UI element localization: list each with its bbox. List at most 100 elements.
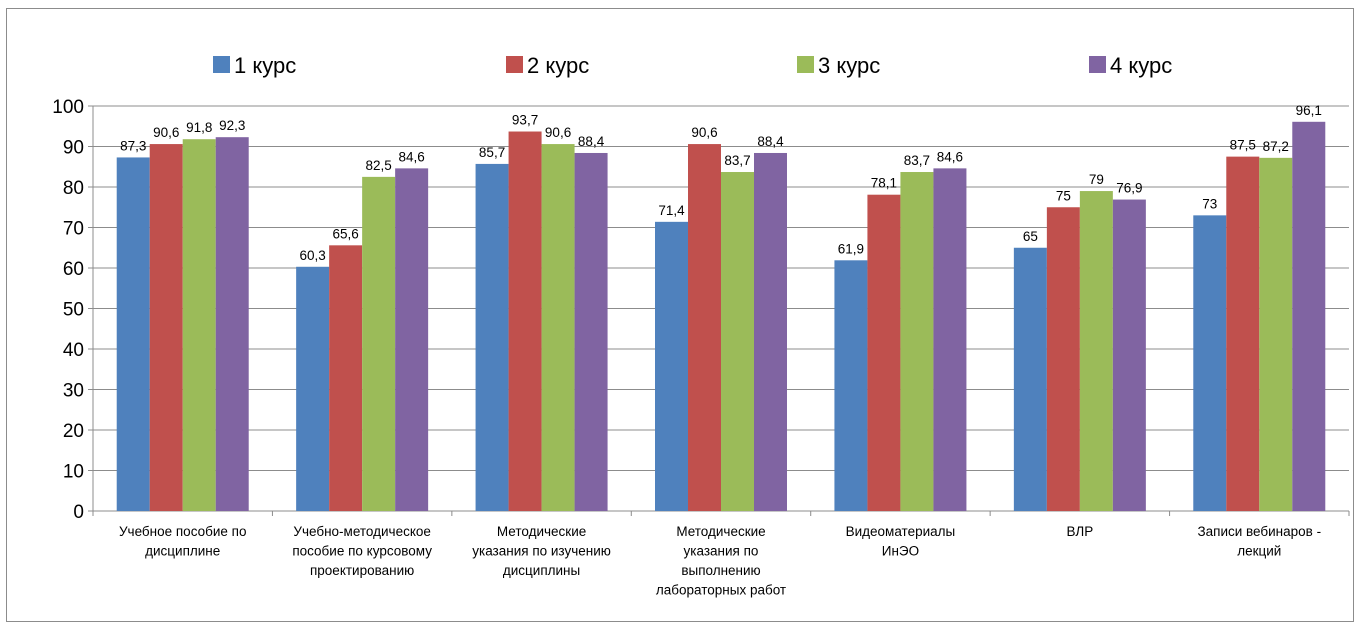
data-label: 75 — [1056, 188, 1071, 203]
data-label: 91,8 — [186, 120, 212, 135]
data-label: 84,6 — [399, 149, 425, 164]
legend-swatch — [1089, 56, 1106, 73]
bar — [721, 172, 754, 511]
y-tick-label: 90 — [63, 138, 84, 159]
legend-swatch — [506, 56, 523, 73]
y-tick-label: 20 — [63, 421, 84, 442]
category-label: ВЛР — [1066, 524, 1093, 539]
data-label: 71,4 — [658, 203, 685, 218]
legend-label: 4 курс — [1110, 53, 1172, 78]
category-label-line: Записи вебинаров - — [1197, 524, 1321, 539]
category-label: Записи вебинаров - лекций — [1197, 524, 1321, 559]
data-label: 76,9 — [1116, 181, 1142, 196]
data-label: 61,9 — [838, 241, 864, 256]
bar — [215, 137, 249, 511]
y-tick-label: 100 — [52, 97, 84, 118]
legend-label: 3 курс — [818, 53, 880, 78]
data-label: 65,6 — [333, 226, 359, 241]
category-label: Учебное пособие по дисциплине — [119, 524, 247, 559]
category-label-line: ВЛР — [1066, 524, 1093, 539]
y-tick-label: 80 — [63, 178, 84, 199]
data-label: 84,6 — [937, 149, 963, 164]
data-label: 82,5 — [366, 158, 392, 173]
bar — [508, 131, 542, 511]
bar — [362, 176, 396, 511]
y-tick-label: 30 — [63, 381, 84, 402]
data-label: 78,1 — [871, 176, 897, 191]
category-label: Видеоматериалы ИнЭО — [846, 524, 956, 559]
category-label-line: лабораторных работ — [656, 583, 786, 598]
data-label: 85,7 — [479, 145, 505, 160]
data-label: 87,5 — [1230, 138, 1256, 153]
y-tick-label: 60 — [63, 259, 84, 280]
data-label: 90,6 — [545, 125, 571, 140]
category-label-line: пособие по курсовому — [292, 544, 432, 559]
bar — [475, 163, 509, 512]
bar — [574, 152, 608, 512]
bar — [1193, 215, 1227, 511]
bar — [1079, 191, 1113, 512]
data-label: 88,4 — [757, 134, 784, 149]
category-label-line: Методические — [497, 524, 586, 539]
bar — [395, 168, 429, 511]
data-label: 79 — [1089, 172, 1104, 187]
bar — [834, 260, 868, 511]
legend-label: 2 курс — [527, 53, 589, 78]
category-label-line: Видеоматериалы — [846, 524, 956, 539]
category-labels: Учебное пособие по дисциплине Учебно-метод… — [119, 524, 1321, 598]
bar — [116, 157, 150, 511]
category-label-line: указания по изучению — [472, 544, 611, 559]
category-label-line: лекций — [1237, 544, 1281, 559]
bar — [329, 245, 363, 511]
legend-swatch — [797, 56, 814, 73]
bar — [655, 221, 688, 511]
bar — [182, 139, 216, 511]
bar — [688, 144, 721, 511]
data-label: 88,4 — [578, 134, 605, 149]
bar — [1259, 157, 1293, 511]
legend-swatch — [213, 56, 230, 73]
bars — [116, 121, 1326, 512]
data-label: 65 — [1023, 229, 1038, 244]
data-label: 73 — [1202, 196, 1217, 211]
bar — [296, 266, 330, 511]
bar — [1226, 156, 1260, 511]
data-labels: 87,3 90,6 91,8 92,3 60,3 65,6 82,5 84,6 85,7 93,7… — [120, 103, 1322, 263]
category-label: Методические указания по выполнению лаборат… — [656, 524, 786, 598]
bar — [1013, 247, 1047, 511]
bar — [1046, 207, 1080, 511]
data-label: 90,6 — [691, 125, 717, 140]
bar — [1112, 199, 1146, 511]
bar — [867, 194, 901, 511]
category-label-line: проектированию — [310, 563, 414, 578]
category-label-line: Учебное пособие по — [119, 524, 247, 539]
legend-label: 1 курс — [234, 53, 296, 78]
data-label: 96,1 — [1296, 103, 1322, 118]
category-label-line: дисциплины — [503, 563, 580, 578]
bar — [149, 144, 183, 511]
y-tick-label: 10 — [63, 462, 84, 483]
data-label: 83,7 — [904, 153, 930, 168]
category-label: Учебно-методическое пособие по курсовому п… — [292, 524, 432, 578]
axes: 0 10 20 30 40 50 60 70 80 90 100 — [52, 97, 1350, 523]
bar — [754, 152, 787, 512]
category-label-line: указания по — [684, 544, 759, 559]
data-label: 83,7 — [724, 153, 750, 168]
y-tick-label: 70 — [63, 219, 84, 240]
category-label-line: Методические — [676, 524, 765, 539]
data-label: 60,3 — [300, 248, 326, 263]
data-label: 87,3 — [120, 138, 146, 153]
bar — [541, 144, 575, 511]
bar — [900, 172, 934, 511]
data-label: 92,3 — [219, 118, 245, 133]
data-label: 87,2 — [1263, 139, 1289, 154]
y-tick-label: 50 — [63, 300, 84, 321]
category-label: Методические указания по изучению дисципли… — [472, 524, 611, 578]
y-tick-label: 40 — [63, 340, 84, 361]
bar — [1292, 121, 1326, 512]
data-label: 93,7 — [512, 113, 538, 128]
category-label-line: дисциплине — [145, 544, 220, 559]
category-label-line: Учебно-методическое — [293, 524, 431, 539]
y-tick-label: 0 — [73, 502, 84, 523]
